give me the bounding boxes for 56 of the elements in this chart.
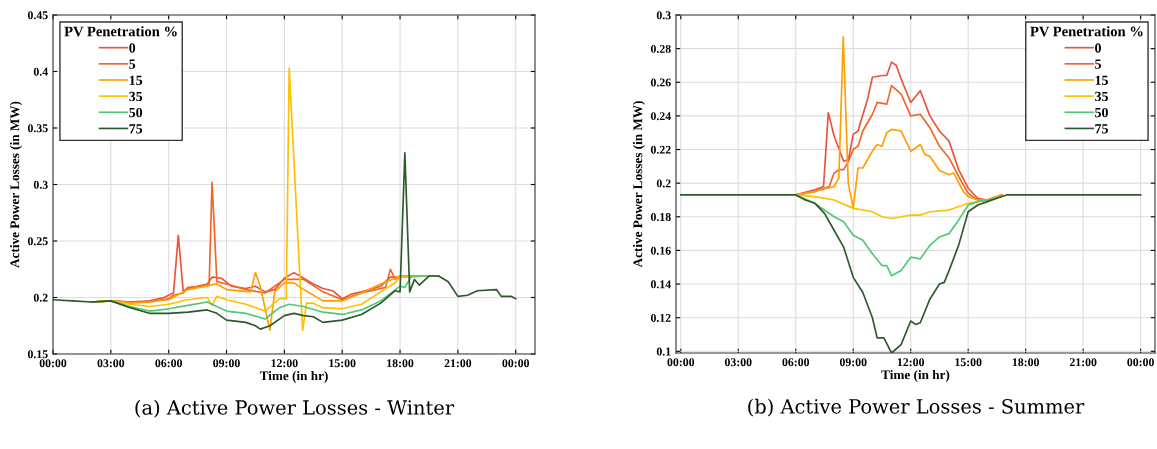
x-tick-label: 09:00	[839, 358, 867, 367]
legend-label: 50	[129, 107, 143, 118]
x-tick-label: 00:00	[667, 358, 695, 367]
x-tick-label: 18:00	[387, 359, 414, 368]
x-tick-label: 03:00	[724, 358, 752, 367]
legend-label: 15	[1095, 75, 1108, 85]
x-tick-label: 06:00	[155, 359, 182, 368]
legend-label: 5	[1095, 59, 1101, 69]
y-tick-label: 0.35	[27, 124, 48, 133]
y-axis-title: Active Power Losses (in MW)	[9, 101, 22, 268]
legend-label: 50	[1095, 107, 1108, 118]
x-axis-title: Time (in hr)	[259, 370, 328, 383]
x-tick-label: 12:00	[897, 358, 925, 367]
x-tick-label: 21:00	[1069, 358, 1097, 367]
legend-label: 35	[129, 91, 143, 102]
legend-title: PV Penetration %	[1030, 26, 1143, 37]
x-tick-label: 09:00	[213, 359, 240, 368]
y-tick-label: 0.18	[650, 213, 671, 222]
legend-label: 0	[129, 43, 136, 53]
x-axis-title: Time (in hr)	[881, 369, 950, 382]
legend-label: 75	[129, 124, 143, 134]
y-tick-label: 0.24	[650, 112, 671, 121]
legend-title: PV Penetration %	[64, 26, 177, 37]
x-tick-label: 00:00	[39, 359, 67, 368]
y-tick-label: 0.14	[650, 280, 671, 289]
text: (a) Active Power Losses - Winter	[135, 399, 455, 418]
legend-label: 75	[1095, 124, 1108, 134]
y-tick-label: 0.28	[650, 44, 671, 53]
y-tick-label: 0.22	[650, 145, 671, 154]
y-tick-label: 0.3	[33, 180, 48, 189]
y-tick-label: 0.26	[650, 78, 671, 87]
y-tick-label: 0.1	[656, 347, 671, 356]
y-tick-label: 0.2	[656, 179, 671, 188]
y-tick-label: 0.2	[33, 293, 48, 302]
legend-label: 5	[129, 59, 136, 69]
x-tick-label: 06:00	[782, 358, 810, 367]
legend-label: 0	[1095, 43, 1101, 53]
y-tick-label: 0.4	[33, 67, 48, 76]
x-tick-label: 15:00	[955, 358, 982, 367]
legend-label: 35	[1095, 91, 1108, 102]
y-axis-title: Active Power Losses (in MW)	[632, 101, 645, 268]
text: (b) Active Power Losses - Summer	[748, 398, 1085, 417]
x-tick-label: 18:00	[1012, 358, 1039, 367]
y-tick-label: 0.45	[27, 11, 48, 20]
x-tick-label: 15:00	[329, 359, 356, 368]
x-tick-label: 03:00	[97, 359, 125, 368]
y-tick-label: 0.16	[650, 246, 671, 255]
y-tick-label: 0.12	[650, 313, 671, 322]
x-tick-label: 12:00	[271, 359, 298, 368]
legend-label: 15	[129, 75, 143, 85]
x-tick-label: 21:00	[444, 359, 472, 368]
y-tick-label: 0.25	[27, 237, 48, 246]
x-tick-label: 00:00	[1127, 358, 1154, 367]
y-tick-label: 0.3	[656, 11, 671, 20]
y-tick-label: 0.15	[27, 350, 48, 359]
x-tick-label: 00:00	[502, 359, 530, 368]
